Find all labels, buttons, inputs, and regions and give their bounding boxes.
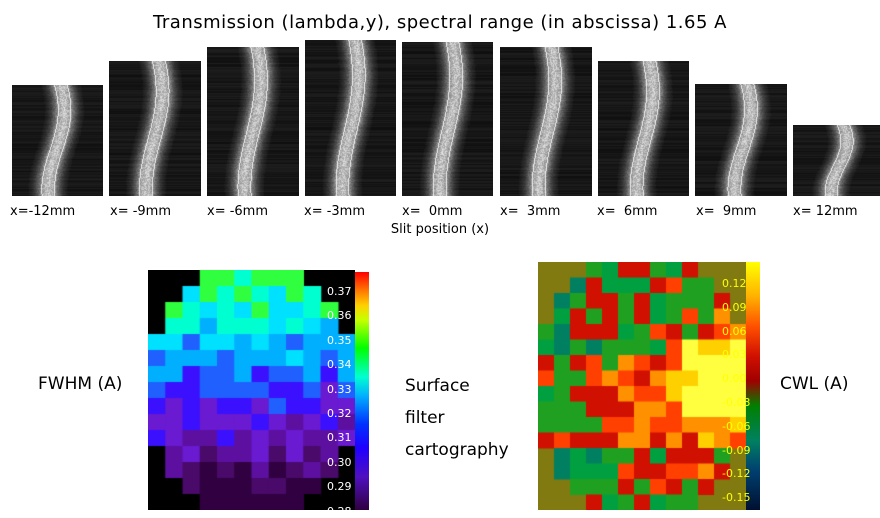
colorbar-tick-label: -0.12 [722,467,751,481]
cwl-colorbar [746,262,760,510]
cartography-label: cartography [405,440,509,460]
spectrum-panel [109,61,201,196]
colorbar-tick-label: 0.28 [327,504,352,518]
cwl-map [538,262,760,510]
fwhm-map [148,270,355,510]
figure-title: Transmission (lambda,y), spectral range … [153,12,727,33]
spectrum-panel [305,40,396,196]
colorbar-tick-label: 0.12 [722,277,747,290]
spectrum-image [12,85,103,196]
slit-position-label: x= 3mm [500,204,561,219]
spectrum-panel [207,47,299,196]
slit-position-label: x=-12mm [10,204,76,219]
spectrum-image [305,40,396,196]
slit-position-label: x= 12mm [793,204,858,219]
slit-position-label: x= -9mm [110,204,172,219]
spectrum-image [207,47,299,196]
spectrum-panel [793,125,880,196]
slit-position-label: x= 9mm [696,204,757,219]
colorbar-tick-label: 0.31 [327,431,352,445]
cwl-heatmap [538,262,760,510]
fwhm-label: FWHM (A) [38,374,123,394]
colorbar-tick-label: 0.32 [327,407,352,420]
x-axis-title: Slit position (x) [390,222,490,237]
colorbar-tick-label: 0.35 [327,333,352,347]
colorbar-tick-label: -0.03 [722,396,751,409]
spectrum-image [793,125,880,196]
filter-label: filter [405,408,445,428]
colorbar-tick-label: 0.06 [722,324,747,338]
colorbar-tick-label: 0.00 [722,372,747,386]
fwhm-heatmap [148,270,355,510]
fwhm-colorbar [355,272,369,510]
spectrum-panel [12,85,103,196]
colorbar-tick-label: -0.15 [722,491,751,505]
slit-position-label: x= -6mm [207,204,269,219]
cwl-label: CWL (A) [780,374,849,394]
spectrum-image [695,84,787,196]
colorbar-tick-label: -0.09 [722,443,751,457]
spectrum-image [598,61,689,196]
spectrum-image [402,42,493,196]
slit-position-label: x= 0mm [402,204,463,219]
colorbar-tick-label: 0.36 [327,309,352,323]
spectrum-image [500,47,592,196]
spectrum-panel [598,61,689,196]
slit-position-label: x= -3mm [304,204,366,219]
spectrum-panel [500,47,592,196]
spectrum-image [109,61,201,196]
spectrum-panel [402,42,493,196]
surface-label: Surface [405,376,470,396]
colorbar-tick-label: -0.06 [722,419,751,433]
colorbar-tick-label: 0.09 [722,300,747,314]
slit-position-label: x= 6mm [597,204,658,219]
spectrum-panel [695,84,787,196]
colorbar-tick-label: 0.29 [327,480,352,494]
colorbar-tick-label: 0.30 [327,455,352,469]
colorbar-tick-label: 0.34 [327,358,352,372]
colorbar-tick-label: 0.37 [327,285,352,298]
colorbar-tick-label: 0.33 [327,382,352,396]
colorbar-tick-label: 0.03 [722,348,747,362]
